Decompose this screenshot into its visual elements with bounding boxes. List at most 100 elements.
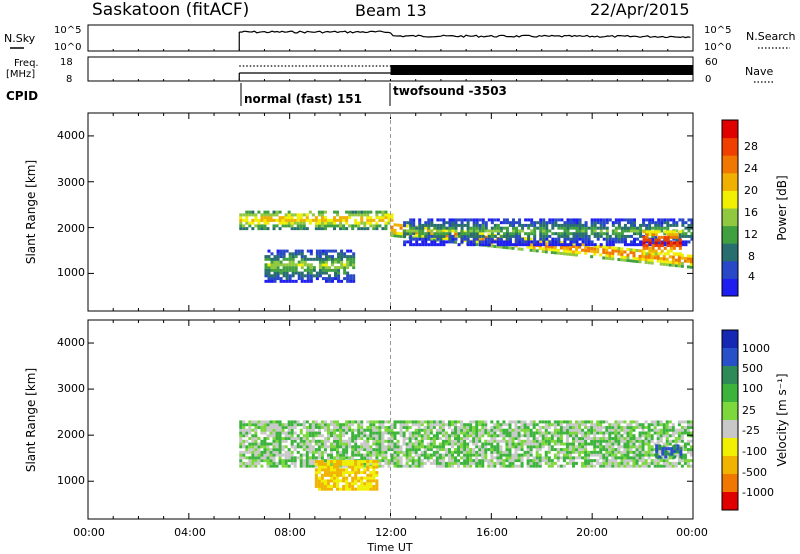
power-cell	[315, 274, 319, 278]
velocity-cell	[677, 434, 681, 438]
velocity-cell	[269, 425, 273, 429]
velocity-cell	[360, 428, 364, 432]
power-cell	[415, 243, 419, 247]
power-cell	[508, 223, 512, 227]
power-cell	[599, 243, 603, 247]
power-cell	[294, 252, 298, 256]
power-cell	[662, 260, 666, 264]
power-cell	[309, 279, 313, 283]
velocity-cell	[354, 479, 358, 483]
power-cell	[505, 246, 509, 250]
velocity-cell	[447, 439, 451, 443]
velocity-cell	[463, 450, 467, 454]
velocity-cell	[665, 445, 669, 449]
velocity-cell	[284, 459, 288, 463]
velocity-cell	[369, 425, 373, 429]
power-cell	[678, 244, 682, 248]
velocity-cell	[251, 456, 255, 460]
power-cell	[593, 247, 597, 251]
velocity-cell	[287, 448, 291, 452]
velocity-cell	[620, 434, 624, 438]
power-cell	[279, 260, 283, 264]
velocity-cell	[614, 428, 618, 432]
noise-left-tick-bottom: 10^0	[54, 42, 81, 53]
power-cell	[441, 236, 445, 240]
velocity-cell	[360, 465, 364, 469]
velocity-cell	[293, 431, 297, 435]
velocity-cell	[405, 453, 409, 457]
velocity-cell	[432, 423, 436, 427]
noise-left-tick-top: 10^5	[54, 25, 81, 36]
velocity-cell	[320, 479, 324, 483]
velocity-cell	[556, 434, 560, 438]
power-cell	[563, 240, 567, 244]
power-cell	[260, 216, 264, 220]
velocity-cell	[556, 431, 560, 435]
power-cell	[330, 224, 333, 228]
velocity-cell	[620, 425, 624, 429]
velocity-cell	[541, 434, 545, 438]
velocity-cell	[632, 442, 636, 446]
velocity-cell	[475, 450, 479, 454]
velocity-cell	[399, 450, 403, 454]
velocity-cell	[375, 439, 379, 443]
velocity-cell	[287, 437, 291, 441]
velocity-cell	[284, 450, 288, 454]
velocity-cell	[251, 461, 255, 465]
power-cell	[611, 237, 615, 241]
power-cell	[436, 229, 440, 233]
power-cell	[605, 237, 609, 241]
power-cell	[409, 223, 413, 227]
power-cell	[542, 237, 546, 241]
velocity-cell	[260, 464, 264, 468]
velocity-cell	[596, 423, 600, 427]
power-cell	[669, 223, 673, 227]
power-cell	[508, 232, 512, 236]
velocity-cell	[345, 484, 349, 488]
power-cell	[632, 256, 636, 260]
power-cell	[390, 228, 394, 232]
power-cell	[324, 266, 328, 270]
velocity-cell	[584, 423, 588, 427]
power-cell	[584, 223, 588, 227]
velocity-cell	[556, 453, 560, 457]
power-cell	[478, 223, 482, 227]
velocity-cell	[278, 448, 282, 452]
power-cell	[296, 224, 300, 228]
velocity-cell	[360, 471, 364, 475]
velocity-cell	[423, 428, 427, 432]
velocity-cell	[677, 456, 681, 460]
velocity-cell	[390, 425, 394, 429]
power-cell	[575, 223, 579, 227]
velocity-cell	[529, 464, 533, 468]
velocity-cell	[602, 437, 606, 441]
velocity-cell	[514, 420, 518, 424]
power-cell	[342, 224, 346, 228]
velocity-cell	[357, 453, 361, 457]
velocity-cell	[323, 437, 327, 441]
velocity-cell	[466, 437, 470, 441]
velocity-cell	[632, 450, 636, 454]
velocity-cell	[351, 471, 355, 475]
power-cell	[587, 237, 591, 241]
velocity-cell	[496, 461, 500, 465]
velocity-cell	[405, 442, 409, 446]
velocity-cell	[381, 425, 385, 429]
velocity-cell	[366, 465, 370, 469]
velocity-cell	[605, 420, 609, 424]
velocity-cell	[538, 445, 542, 449]
velocity-cell	[390, 459, 394, 463]
velocity-cell	[538, 425, 542, 429]
velocity-cell	[369, 448, 373, 452]
power-cell	[264, 279, 268, 283]
power-cell	[242, 227, 246, 231]
velocity-cell	[242, 464, 246, 468]
velocity-cell	[366, 482, 370, 486]
velocity-cell	[357, 462, 361, 466]
velocity-cell	[287, 434, 291, 438]
velocity-cell	[339, 487, 343, 491]
power-cell	[533, 226, 537, 230]
velocity-cell	[320, 473, 324, 477]
power-cell	[291, 271, 295, 275]
power-cell	[553, 251, 557, 255]
